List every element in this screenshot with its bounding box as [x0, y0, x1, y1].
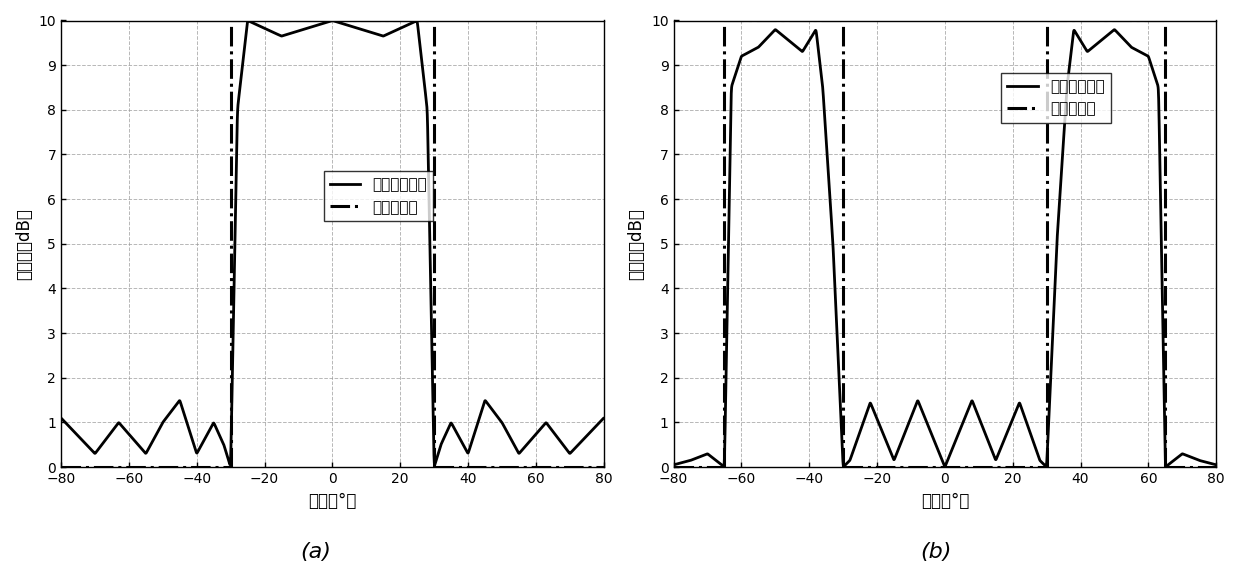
Line: 本发明方向图: 本发明方向图 — [673, 30, 1216, 466]
Y-axis label: 方向图（dB）: 方向图（dB） — [627, 208, 646, 280]
本发明方向图 — [262, 27, 277, 34]
Legend: 本发明方向图, 期望方向图: 本发明方向图, 期望方向图 — [1001, 73, 1111, 122]
本发明方向图 — [53, 415, 68, 421]
X-axis label: 角度（°）: 角度（°） — [309, 491, 357, 509]
期望方向图 — [666, 464, 681, 470]
Text: (b): (b) — [920, 543, 952, 562]
本发明方向图 — [325, 17, 340, 24]
本发明方向图 — [587, 425, 601, 432]
本发明方向图 — [1209, 461, 1224, 468]
本发明方向图 — [768, 27, 782, 33]
本发明方向图 — [223, 461, 238, 468]
本发明方向图 — [1198, 459, 1213, 465]
本发明方向图 — [285, 29, 300, 36]
本发明方向图 — [596, 415, 611, 421]
Y-axis label: 方向图（dB）: 方向图（dB） — [15, 208, 33, 280]
本发明方向图 — [115, 424, 130, 431]
本发明方向图 — [728, 71, 743, 78]
期望方向图 — [223, 464, 238, 470]
本发明方向图 — [898, 428, 913, 435]
本发明方向图 — [1158, 463, 1173, 470]
本发明方向图 — [760, 34, 775, 41]
本发明方向图 — [874, 427, 889, 434]
Legend: 本发明方向图, 期望方向图: 本发明方向图, 期望方向图 — [324, 171, 433, 221]
本发明方向图 — [148, 433, 162, 440]
X-axis label: 角度（°）: 角度（°） — [920, 491, 968, 509]
期望方向图 — [53, 464, 68, 470]
本发明方向图 — [1140, 52, 1154, 59]
本发明方向图 — [666, 461, 681, 468]
Line: 本发明方向图: 本发明方向图 — [61, 21, 604, 465]
期望方向图 — [717, 464, 732, 470]
本发明方向图 — [527, 432, 542, 439]
Text: (a): (a) — [301, 543, 331, 562]
